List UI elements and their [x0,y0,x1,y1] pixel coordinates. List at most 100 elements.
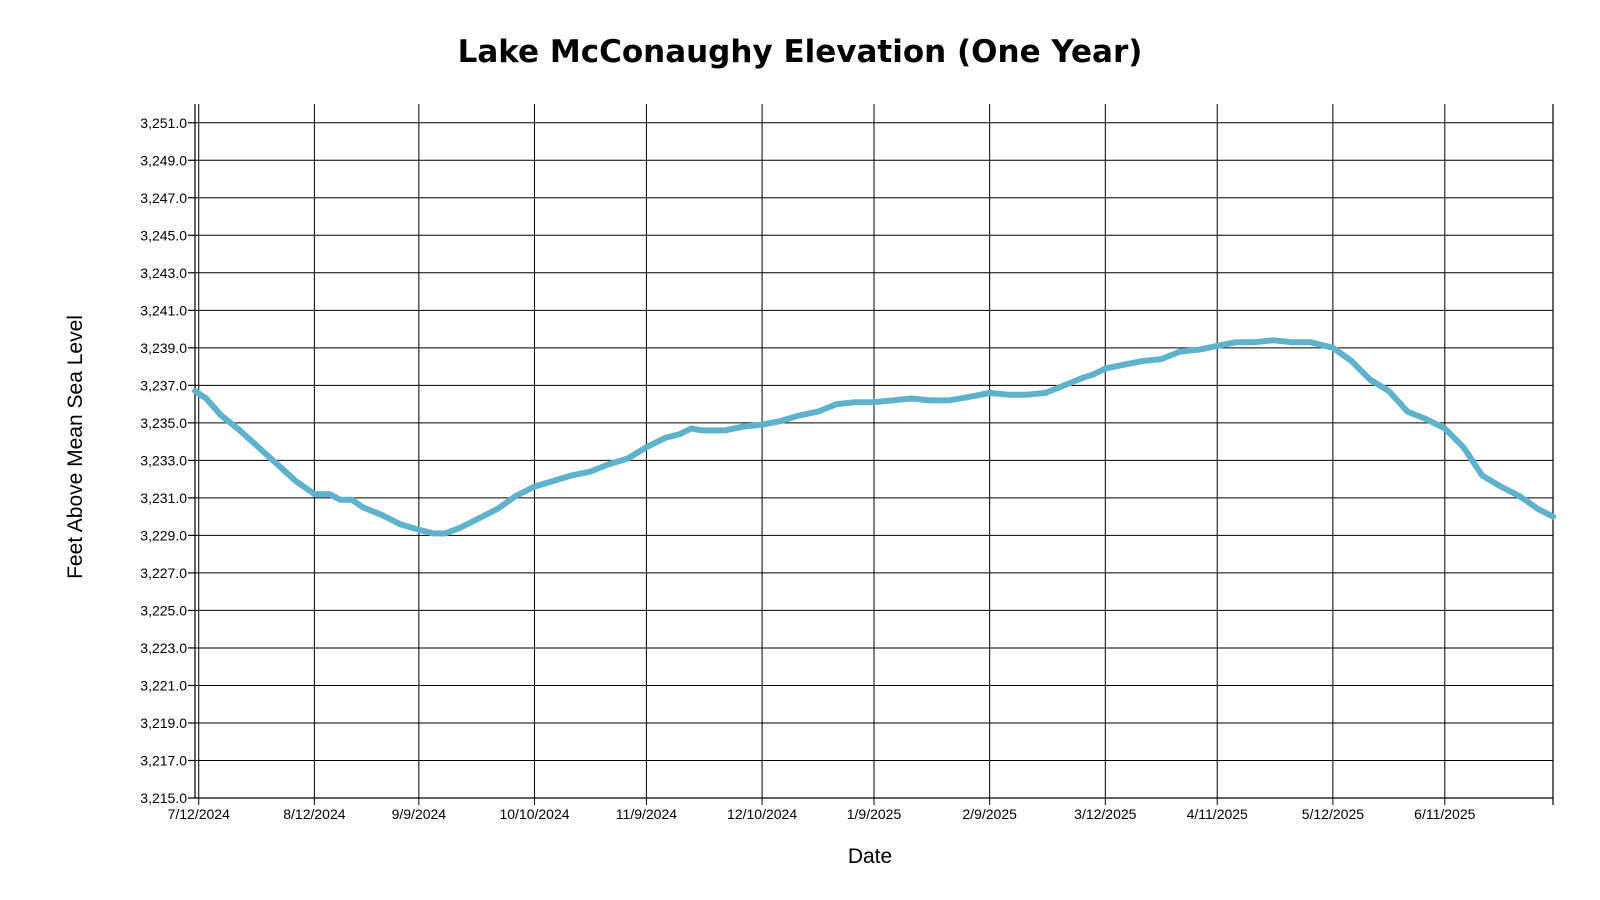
data-point [1270,337,1276,343]
data-point [778,418,784,424]
data-point [1251,339,1258,345]
y-tick-label: 3,227.0 [140,565,187,581]
data-point [815,409,821,415]
data-point [1550,514,1556,520]
data-point [587,469,594,475]
data-point [311,491,317,497]
y-axis-ticks: 3,215.0 3,217.0 3,219.0 3,221.0 3,223.0 3,225… [140,115,195,806]
x-tick-label: 1/9/2025 [847,806,902,822]
data-point [890,397,896,403]
data-point [625,455,631,462]
data-point [688,425,694,432]
data-point [759,422,765,428]
data-point [834,401,840,407]
y-tick-label: 3,221.0 [140,677,187,693]
series-line [192,337,1556,537]
data-point [337,497,344,503]
data-point [1516,493,1522,499]
data-point [662,435,668,441]
data-point [1423,416,1429,422]
data-point [927,397,933,403]
grid [195,104,1553,805]
data-point [946,397,952,403]
data-point [1498,484,1504,490]
data-point [431,530,437,537]
y-tick-label: 3,219.0 [140,715,187,731]
data-point [740,424,747,430]
data-point [1080,375,1086,381]
x-tick-label: 4/11/2025 [1187,806,1248,822]
data-point [1367,377,1373,383]
y-tick-label: 3,241.0 [140,302,187,318]
data-point [274,461,280,467]
data-point [643,444,650,450]
data-point [349,497,355,503]
data-point [1330,345,1336,351]
data-point [1005,392,1011,398]
y-tick-label: 3,229.0 [140,527,187,543]
data-point [569,472,575,478]
axes [194,104,1554,805]
data-point [1460,444,1467,450]
data-point [442,530,448,537]
data-point [796,412,803,418]
data-point [457,525,463,531]
x-tick-label: 7/12/2024 [168,806,230,822]
data-point [203,395,209,402]
data-point [722,427,728,433]
y-tick-label: 3,237.0 [140,377,187,393]
x-tick-label: 12/10/2024 [727,806,797,822]
data-point [1140,358,1146,364]
y-tick-label: 3,215.0 [140,790,187,806]
x-tick-label: 11/9/2024 [616,806,677,822]
data-point [871,399,877,405]
data-point [1479,472,1485,478]
data-point [1442,425,1448,432]
x-tick-label: 10/10/2024 [499,806,569,822]
data-point [908,395,914,402]
y-tick-label: 3,243.0 [140,265,187,281]
data-point [531,484,538,490]
data-point [606,461,612,467]
x-tick-label: 5/12/2025 [1302,806,1364,822]
data-point [397,521,403,527]
y-tick-label: 3,239.0 [140,340,187,356]
chart-title: Lake McConaughy Elevation (One Year) [458,34,1143,70]
data-point [1158,356,1164,362]
y-axis-label: Feet Above Mean Sea Level [64,315,87,579]
x-tick-label: 6/11/2025 [1414,806,1475,822]
data-point [852,399,858,405]
y-tick-label: 3,235.0 [140,415,187,431]
data-point [1289,339,1295,345]
data-point [255,444,261,450]
data-point [550,478,556,484]
data-point [1307,339,1314,345]
data-point [326,491,332,497]
x-axis-ticks: 7/12/2024 8/12/2024 9/9/2024 10/10/2024 11/9… [168,806,1476,822]
data-point [293,478,299,484]
data-point [513,493,519,499]
data-point [968,394,974,400]
data-point [1348,358,1355,364]
y-tick-label: 3,233.0 [140,452,187,468]
data-point [1121,362,1127,368]
data-point [237,427,243,433]
x-tick-label: 8/12/2024 [283,806,345,822]
x-tick-label: 3/12/2025 [1074,806,1136,822]
data-point [1024,392,1030,398]
data-point [360,504,366,510]
data-point [1061,382,1067,388]
data-point [218,412,224,418]
data-point [1177,349,1183,355]
data-point [1404,409,1411,415]
y-tick-label: 3,249.0 [140,152,187,168]
x-tick-label: 2/9/2025 [962,806,1017,822]
data-point [1196,347,1202,353]
y-tick-label: 3,225.0 [140,602,187,618]
data-point [494,506,500,512]
data-point [192,388,198,394]
data-point [677,431,683,437]
data-point [1214,343,1220,349]
y-tick-label: 3,245.0 [140,227,187,243]
